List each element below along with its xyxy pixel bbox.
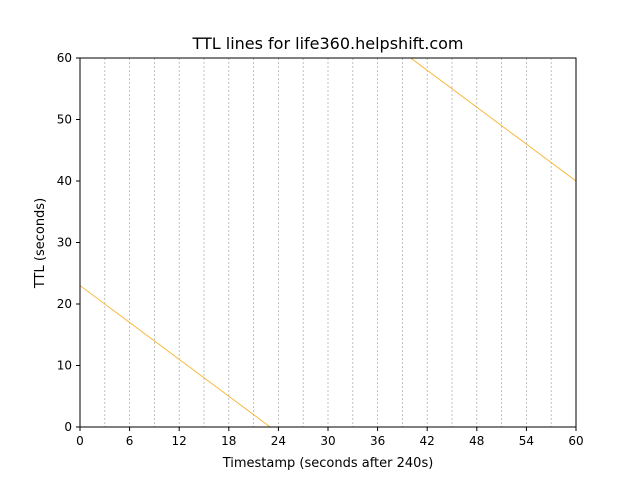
x-tick-label: 36 — [370, 434, 385, 448]
x-tick-label: 48 — [469, 434, 484, 448]
x-tick-label: 60 — [568, 434, 583, 448]
y-tick-label: 20 — [57, 297, 72, 311]
data-series — [79, 57, 577, 428]
y-axis-ticks: 0 10 20 30 40 50 60 — [57, 51, 80, 434]
y-tick-label: 60 — [57, 51, 72, 65]
chart-title: TTL lines for life360.helpshift.com — [191, 34, 463, 53]
x-tick-label: 54 — [519, 434, 534, 448]
x-tick-label: 24 — [271, 434, 286, 448]
x-tick-label: 12 — [172, 434, 187, 448]
y-tick-label: 10 — [57, 359, 72, 373]
ttl-line — [410, 57, 577, 182]
y-tick-label: 0 — [64, 420, 72, 434]
x-tick-label: 42 — [420, 434, 435, 448]
y-tick-label: 40 — [57, 174, 72, 188]
y-tick-label: 30 — [57, 236, 72, 250]
gridlines — [104, 58, 552, 427]
x-tick-label: 30 — [320, 434, 335, 448]
x-tick-label: 0 — [76, 434, 84, 448]
y-tick-label: 50 — [57, 113, 72, 127]
x-tick-label: 6 — [126, 434, 134, 448]
x-axis-ticks: 0 6 12 18 24 30 36 42 48 54 60 — [76, 427, 584, 448]
y-axis-label: TTL (seconds) — [33, 198, 48, 289]
x-tick-label: 18 — [221, 434, 236, 448]
ttl-line — [79, 285, 271, 428]
x-axis-label: Timestamp (seconds after 240s) — [222, 456, 434, 471]
